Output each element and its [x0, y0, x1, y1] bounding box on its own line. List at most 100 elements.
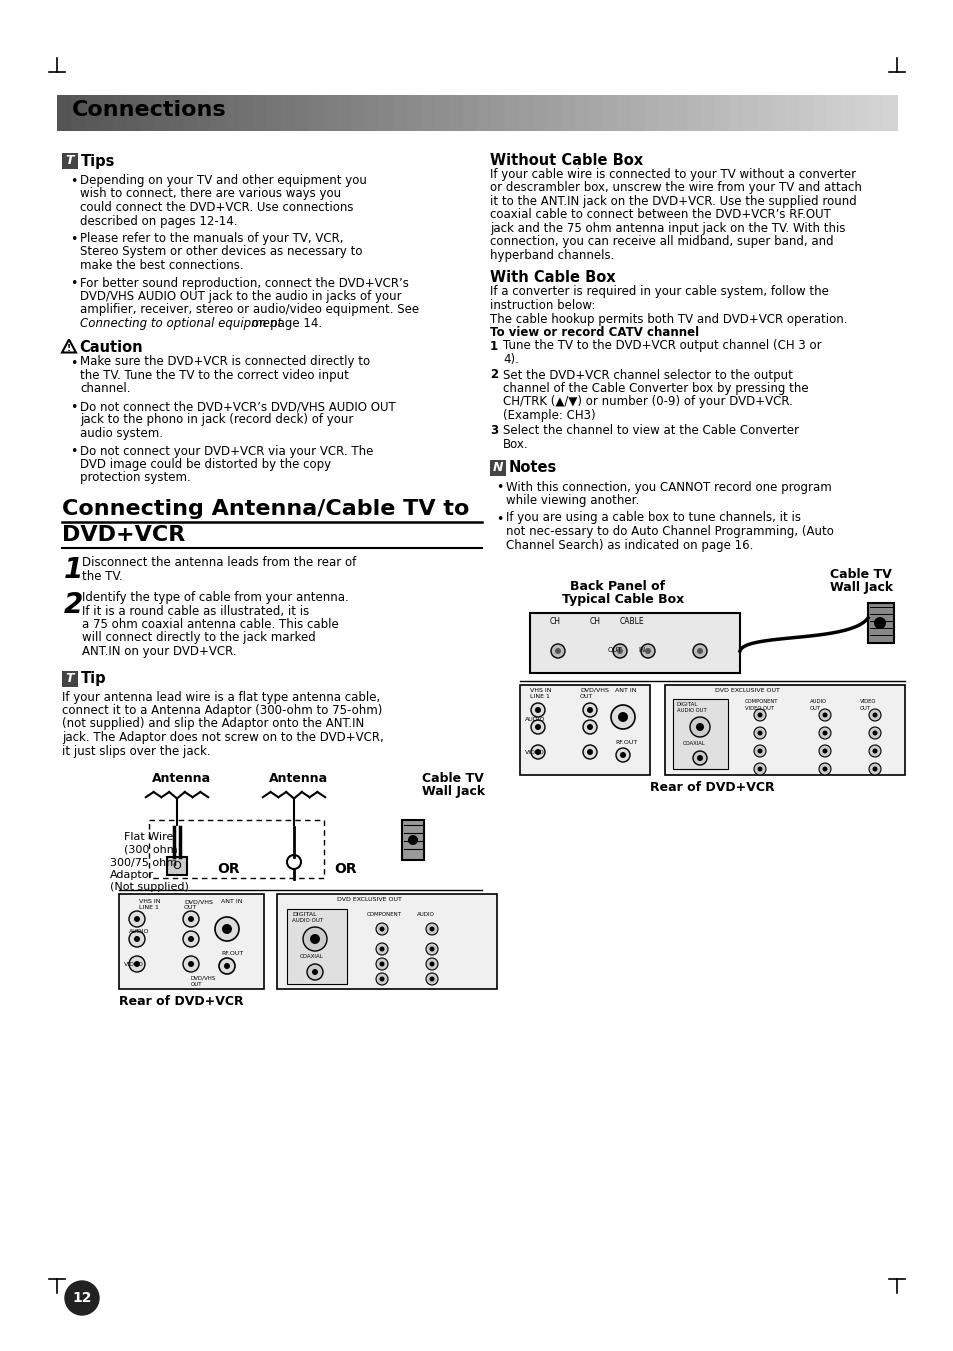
Text: DVD/VHS: DVD/VHS [184, 898, 213, 904]
Bar [62, 153, 78, 169]
Text: VHS IN: VHS IN [139, 898, 160, 904]
Text: instruction below:: instruction below: [490, 299, 595, 312]
Circle shape [613, 644, 626, 658]
Bar [154, 95, 170, 131]
Text: DIGITAL: DIGITAL [292, 912, 316, 917]
Circle shape [375, 973, 388, 985]
Text: Caution: Caution [79, 340, 143, 355]
Bar [351, 95, 366, 131]
Circle shape [214, 917, 239, 942]
Text: Identify the type of cable from your antenna.: Identify the type of cable from your ant… [82, 590, 349, 604]
Circle shape [375, 958, 388, 970]
Text: wish to connect, there are various ways you: wish to connect, there are various ways … [80, 188, 341, 200]
Text: VHS IN: VHS IN [530, 688, 551, 693]
Text: channel.: channel. [80, 382, 131, 396]
Text: Tips: Tips [81, 154, 115, 169]
Bar [700, 95, 716, 131]
Circle shape [129, 957, 145, 971]
Bar [867, 603, 893, 643]
Bar [757, 95, 771, 131]
Text: a 75 ohm coaxial antenna cable. This cable: a 75 ohm coaxial antenna cable. This cab… [82, 617, 338, 631]
Text: Set the DVD+VCR channel selector to the output: Set the DVD+VCR channel selector to the … [502, 369, 792, 381]
Bar [742, 95, 758, 131]
Circle shape [872, 748, 877, 754]
Circle shape [429, 962, 434, 966]
Circle shape [222, 924, 232, 934]
Text: CABLE: CABLE [619, 617, 644, 626]
Bar [276, 894, 497, 989]
Circle shape [821, 712, 826, 717]
Text: Connecting to optional equipment: Connecting to optional equipment [80, 317, 282, 330]
Text: AUDIO OUT: AUDIO OUT [292, 917, 323, 923]
Text: CH: CH [550, 617, 560, 626]
Text: Ο: Ο [172, 861, 181, 871]
Bar [686, 95, 701, 131]
Circle shape [872, 766, 877, 771]
Bar [211, 95, 226, 131]
Bar [841, 95, 855, 131]
Text: (Not supplied): (Not supplied) [110, 882, 189, 892]
Text: With this connection, you CANNOT record one program: With this connection, you CANNOT record … [505, 481, 831, 493]
Circle shape [818, 763, 830, 775]
Circle shape [133, 936, 140, 942]
Text: OUT: OUT [607, 647, 622, 653]
Text: With Cable Box: With Cable Box [490, 270, 615, 285]
Circle shape [757, 731, 761, 735]
Bar [99, 95, 113, 131]
Text: jack. The Adaptor does not screw on to the DVD+VCR,: jack. The Adaptor does not screw on to t… [62, 731, 383, 744]
Circle shape [821, 748, 826, 754]
Text: For better sound reproduction, connect the DVD+VCR’s: For better sound reproduction, connect t… [80, 277, 409, 289]
Text: CH: CH [589, 617, 600, 626]
Circle shape [426, 943, 437, 955]
Text: COAXIAL: COAXIAL [682, 740, 705, 746]
Text: Connections: Connections [71, 100, 227, 120]
Circle shape [873, 617, 885, 630]
Circle shape [65, 1281, 99, 1315]
Circle shape [375, 943, 388, 955]
Circle shape [582, 703, 597, 717]
Circle shape [129, 931, 145, 947]
Text: 3: 3 [490, 424, 497, 438]
Text: COMPONENT: COMPONENT [367, 912, 401, 917]
Circle shape [586, 724, 593, 730]
Text: AUDIO: AUDIO [809, 698, 826, 704]
Text: COMPONENT: COMPONENT [744, 698, 778, 704]
Circle shape [312, 969, 317, 975]
Bar [239, 95, 253, 131]
Bar [62, 670, 78, 686]
Circle shape [531, 703, 544, 717]
Circle shape [696, 723, 703, 731]
Text: Without Cable Box: Without Cable Box [490, 153, 642, 168]
Bar [449, 95, 463, 131]
Bar [309, 95, 324, 131]
Text: •: • [496, 512, 503, 526]
Text: audio system.: audio system. [80, 427, 163, 440]
Text: VIDEO OUT: VIDEO OUT [744, 707, 773, 711]
Circle shape [818, 709, 830, 721]
Text: while viewing another.: while viewing another. [505, 494, 639, 507]
Circle shape [551, 644, 564, 658]
Circle shape [582, 720, 597, 734]
Circle shape [379, 927, 384, 931]
Bar [659, 95, 673, 131]
Bar [812, 95, 827, 131]
Circle shape [129, 911, 145, 927]
Text: channel of the Cable Converter box by pressing the: channel of the Cable Converter box by pr… [502, 382, 808, 394]
Text: (300 ohm): (300 ohm) [124, 844, 182, 854]
Text: (not supplied) and slip the Adaptor onto the ANT.IN: (not supplied) and slip the Adaptor onto… [62, 717, 364, 731]
Circle shape [818, 727, 830, 739]
Text: Adaptor: Adaptor [110, 870, 154, 880]
Circle shape [619, 753, 625, 758]
Circle shape [535, 748, 540, 755]
Circle shape [872, 731, 877, 735]
Bar [407, 95, 421, 131]
Text: 1: 1 [64, 557, 83, 584]
Text: Rear of DVD+VCR: Rear of DVD+VCR [119, 994, 243, 1008]
Circle shape [821, 766, 826, 771]
Text: DIGITAL: DIGITAL [677, 703, 698, 707]
Bar [672, 95, 687, 131]
Bar [588, 95, 603, 131]
Circle shape [219, 958, 234, 974]
Text: Please refer to the manuals of your TV, VCR,: Please refer to the manuals of your TV, … [80, 232, 343, 245]
Text: Depending on your TV and other equipment you: Depending on your TV and other equipment… [80, 174, 367, 186]
